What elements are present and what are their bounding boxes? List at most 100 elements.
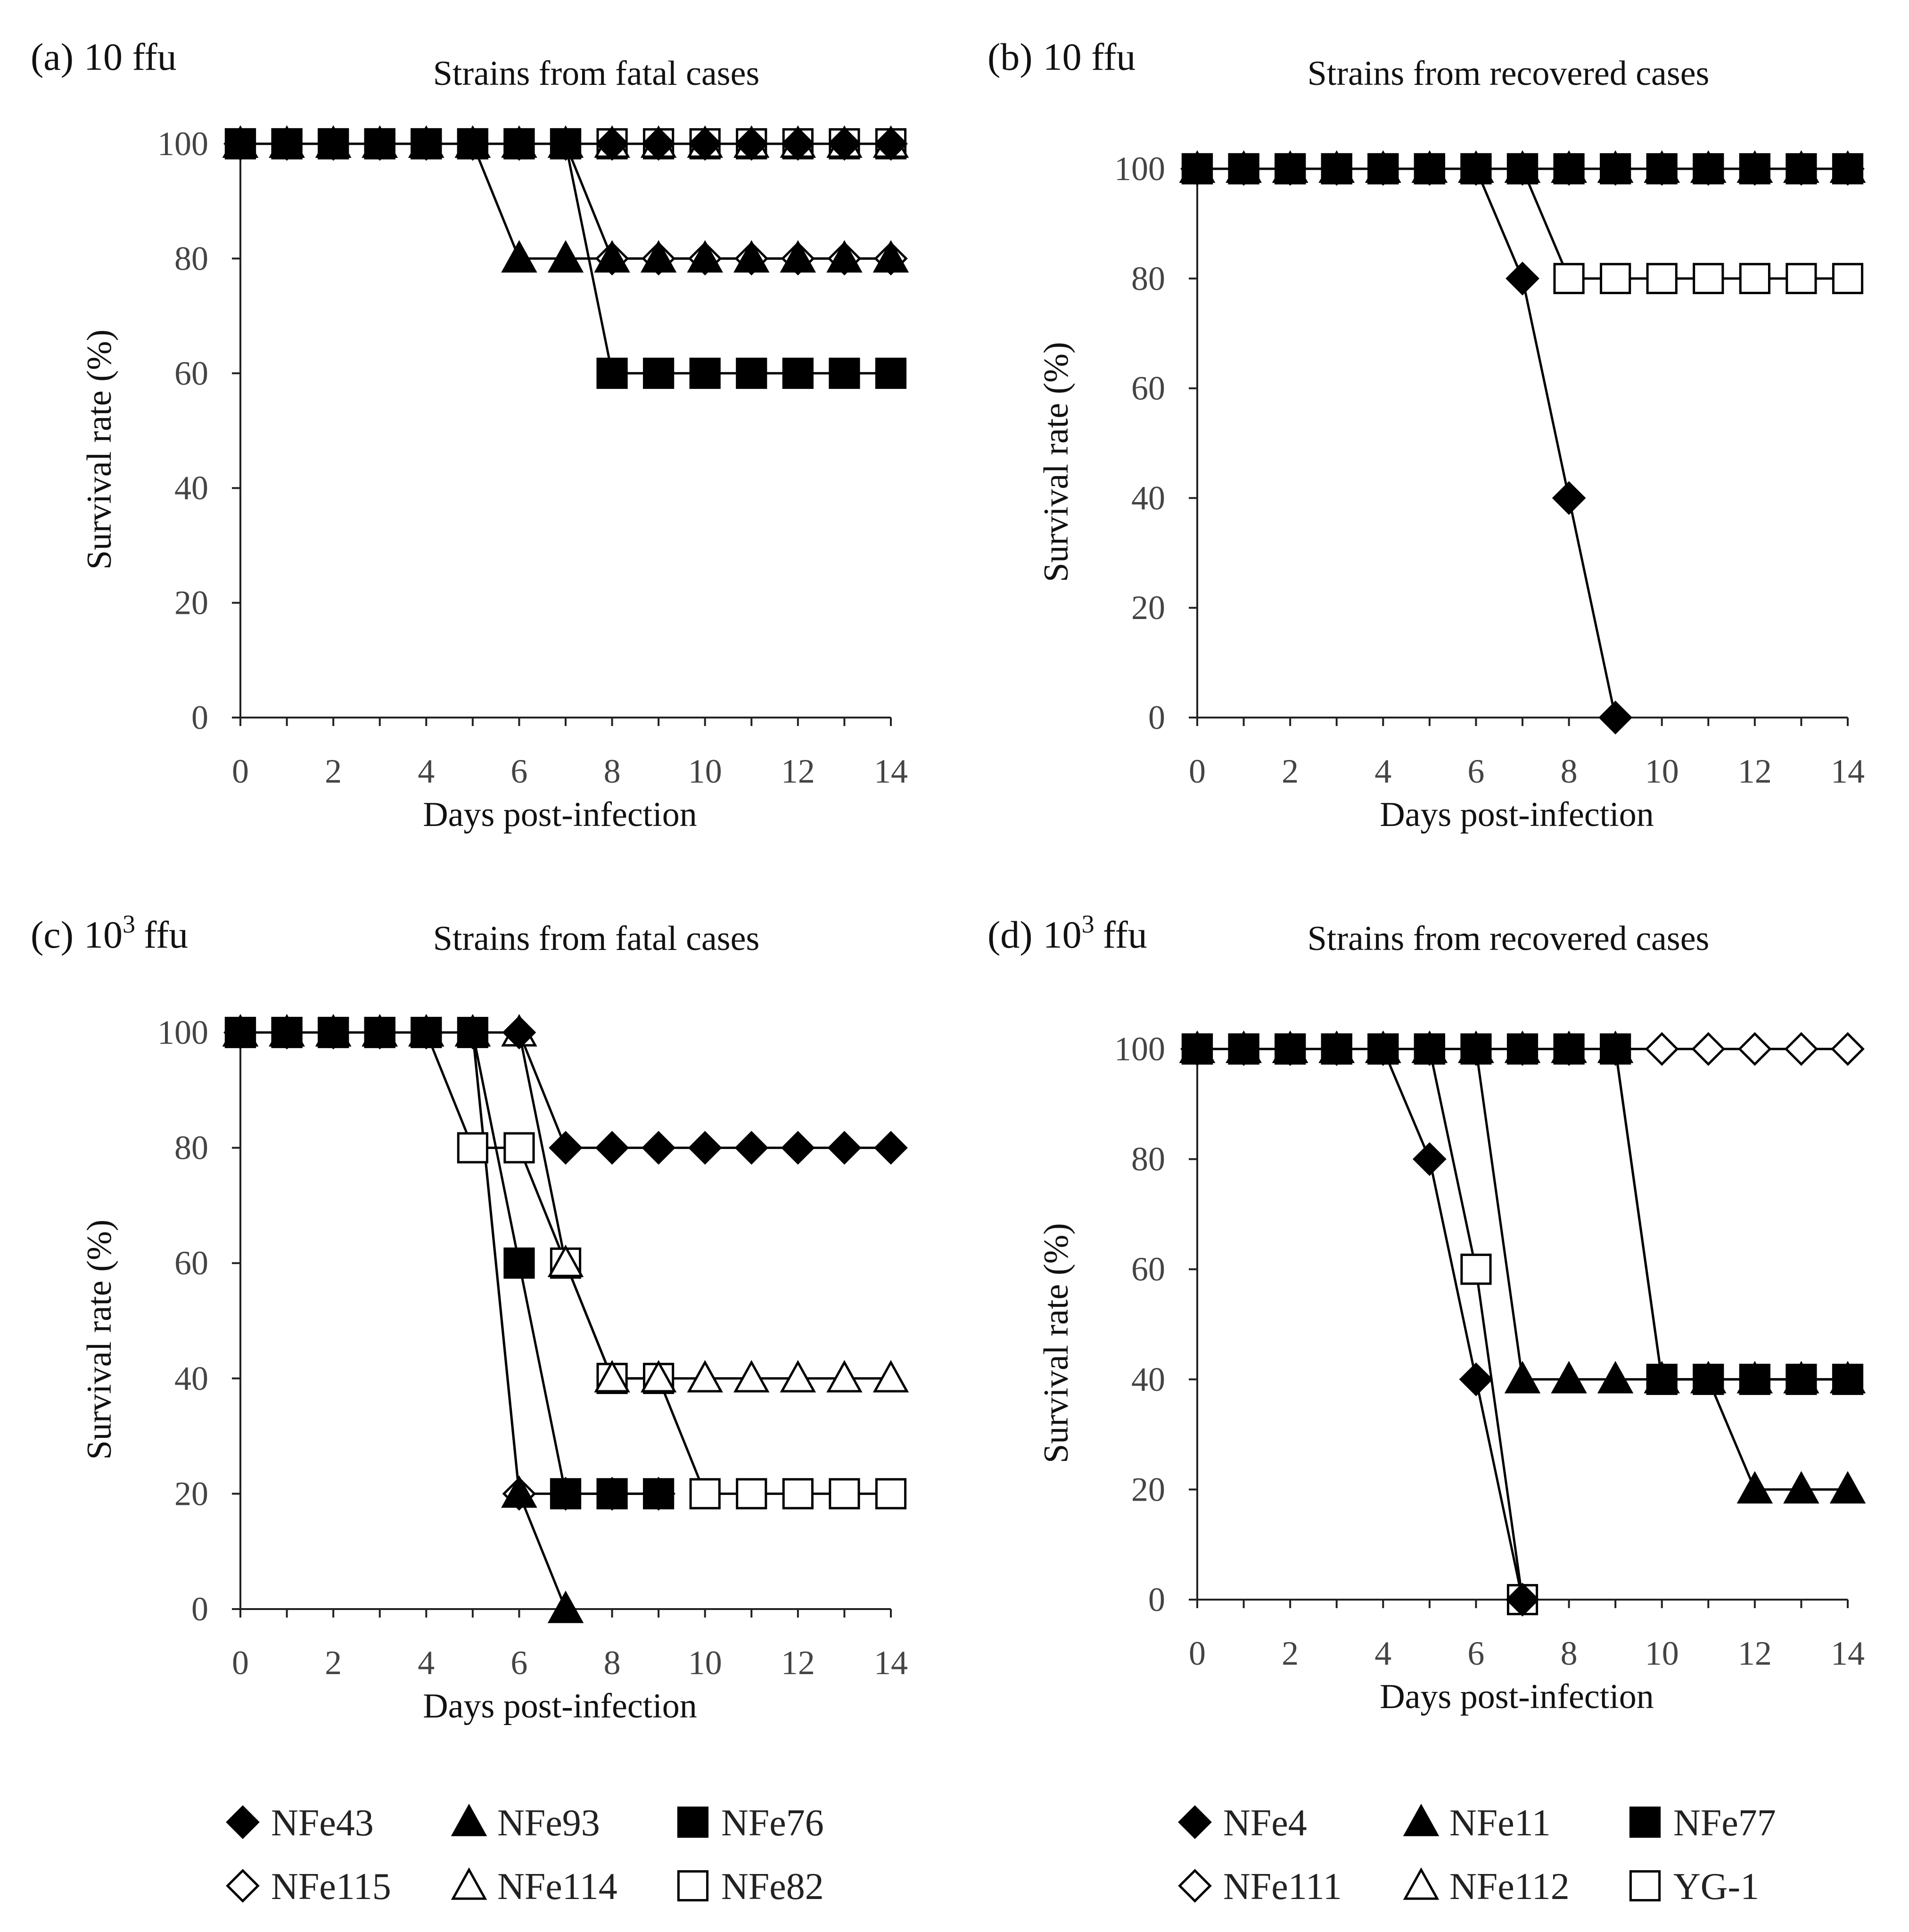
- data-point: [1226, 1032, 1261, 1066]
- data-point: [1690, 150, 1727, 183]
- data-point: [1506, 261, 1539, 296]
- data-point: [826, 1360, 863, 1393]
- x-tick-label: 12: [781, 752, 815, 790]
- y-tick-label: 20: [1131, 1470, 1165, 1508]
- data-point: [1736, 1471, 1773, 1504]
- data-point: [1553, 263, 1585, 294]
- panel-dose-exponent: 3: [123, 910, 135, 938]
- x-tick-label: 0: [1189, 1635, 1206, 1672]
- series-markers: [222, 1014, 909, 1623]
- data-point: [1180, 1032, 1214, 1066]
- data-point: [1786, 263, 1817, 294]
- x-tick-label: 6: [510, 752, 527, 790]
- data-point: [501, 240, 537, 273]
- y-tick-label: 100: [157, 125, 208, 163]
- data-point: [503, 1247, 535, 1279]
- x-tick-label: 12: [781, 1644, 815, 1682]
- data-point: [1319, 152, 1354, 186]
- data-point: [1829, 150, 1866, 183]
- data-point: [270, 1016, 304, 1049]
- series-nfe11: [1179, 1030, 1866, 1504]
- data-point: [1738, 1032, 1772, 1066]
- data-point: [1597, 1361, 1634, 1394]
- data-point: [456, 1016, 490, 1049]
- panel-label: (d) 103 ffu: [987, 910, 1147, 956]
- chart-title: Strains from fatal cases: [433, 54, 760, 93]
- series-line-nfe43: [240, 1031, 891, 1149]
- legend-marker-square-filled: [677, 1806, 709, 1838]
- legend-label: NFe111: [1223, 1866, 1342, 1907]
- data-point: [594, 240, 630, 273]
- data-point: [687, 1360, 723, 1393]
- data-point: [547, 1245, 584, 1277]
- data-point: [827, 127, 862, 161]
- data-point: [1460, 1254, 1492, 1285]
- y-tick-label: 100: [1114, 150, 1165, 188]
- data-point: [362, 1016, 397, 1049]
- x-tick-label: 4: [1374, 752, 1391, 790]
- series-lines: [1197, 167, 1848, 718]
- series-markers: [222, 125, 909, 389]
- legend-item: NFe115: [226, 1866, 391, 1907]
- legend-item: YG-1: [1629, 1866, 1759, 1907]
- data-point: [547, 240, 584, 273]
- data-point: [874, 127, 908, 161]
- y-tick-label: 0: [1148, 1581, 1165, 1618]
- legend-marker-triangle-filled: [451, 1803, 487, 1836]
- y-tick-label: 20: [1131, 589, 1165, 627]
- y-tick-label: 20: [174, 584, 208, 622]
- data-point: [1552, 481, 1586, 515]
- data-point: [736, 1478, 767, 1510]
- data-point: [549, 1131, 583, 1165]
- legend-label: NFe114: [497, 1866, 617, 1907]
- data-point: [734, 127, 769, 161]
- x-axis-label: Days post-infection: [423, 1687, 697, 1726]
- panel-prefix: (a): [31, 35, 74, 78]
- panel-dose: 10: [84, 913, 123, 956]
- data-point: [689, 357, 721, 389]
- x-axis-label: Days post-infection: [423, 795, 697, 834]
- y-axis-label: Survival rate (%): [1037, 1223, 1076, 1463]
- data-point: [1644, 1361, 1680, 1394]
- chart-title: Strains from recovered cases: [1308, 919, 1710, 958]
- panel-prefix: (c): [31, 913, 74, 956]
- data-point: [1832, 263, 1864, 294]
- x-tick-label: 0: [232, 1644, 249, 1682]
- panel-a: (a) 10 ffu Strains from fatal cases0204060…: [31, 35, 909, 834]
- legend-label: NFe115: [271, 1866, 391, 1907]
- data-point: [733, 240, 770, 273]
- legend-marker-diamond-filled: [226, 1805, 260, 1839]
- data-point: [503, 1132, 535, 1164]
- x-tick-label: 0: [1189, 752, 1206, 790]
- x-axis-label: Days post-infection: [1380, 795, 1654, 834]
- x-tick-label: 6: [510, 1644, 527, 1682]
- x-tick-label: 2: [1282, 1635, 1299, 1672]
- series-line-nfe77: [1197, 1048, 1848, 1381]
- data-point: [1506, 1583, 1539, 1617]
- x-tick-label: 4: [418, 752, 435, 790]
- data-point: [642, 1131, 675, 1165]
- data-point: [595, 127, 629, 161]
- chart-title: Strains from recovered cases: [1308, 54, 1710, 93]
- series-line-nfe4: [1197, 167, 1617, 718]
- data-point: [1504, 1361, 1541, 1394]
- legend-item: NFe111: [1178, 1866, 1342, 1907]
- data-point: [1739, 1363, 1770, 1395]
- y-tick-label: 60: [174, 1244, 208, 1282]
- data-point: [547, 1590, 584, 1623]
- data-point: [501, 1475, 537, 1508]
- data-point: [596, 1478, 628, 1510]
- data-point: [1180, 152, 1214, 186]
- legend-item: NFe43: [226, 1802, 374, 1844]
- data-point: [781, 127, 815, 161]
- data-point: [1783, 1471, 1819, 1504]
- series-line-nfe115: [240, 1031, 659, 1495]
- series-nfe43: [223, 1016, 908, 1165]
- data-point: [1226, 152, 1261, 186]
- data-point: [782, 357, 814, 389]
- x-tick-label: 10: [1645, 752, 1679, 790]
- legend-marker-diamond-open: [226, 1869, 260, 1903]
- data-point: [223, 1016, 257, 1049]
- data-point: [1690, 1361, 1727, 1394]
- data-point: [549, 127, 583, 161]
